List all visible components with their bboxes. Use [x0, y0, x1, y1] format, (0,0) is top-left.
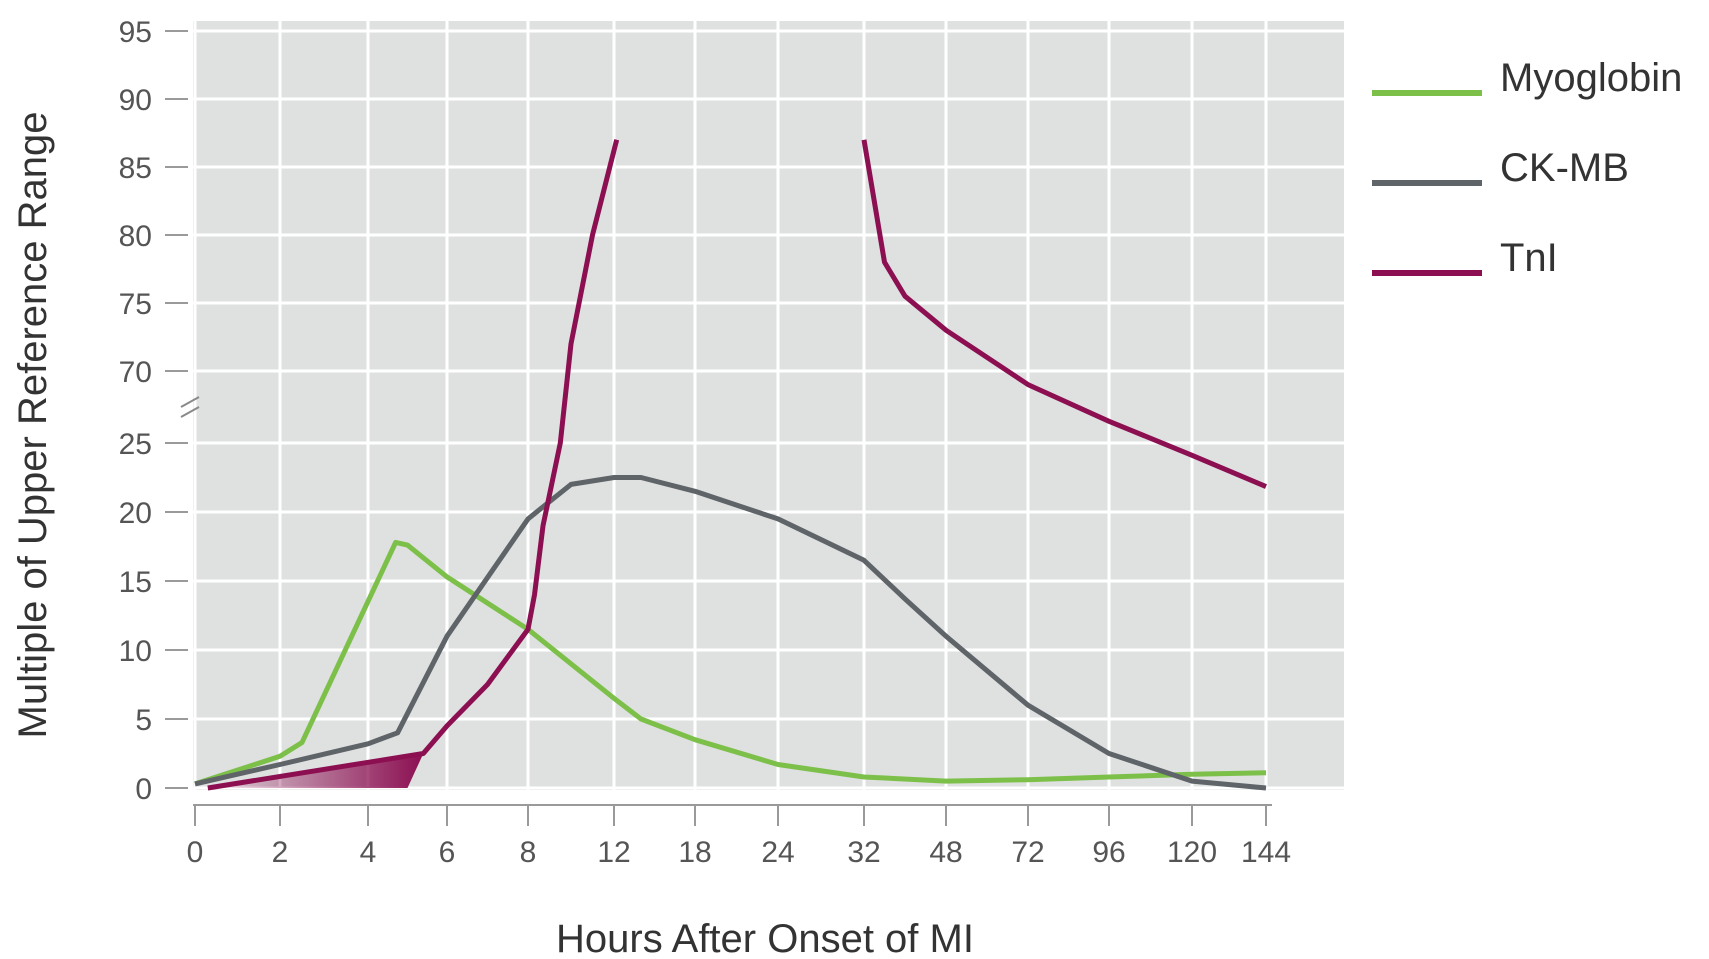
y-tick-label: 25 [119, 428, 152, 461]
x-tick-label: 32 [847, 836, 880, 869]
grid [193, 21, 1344, 790]
x-axis-title: Hours After Onset of MI [556, 917, 974, 959]
y-tick-label: 70 [119, 356, 152, 389]
x-tick-label: 24 [761, 836, 794, 869]
x-tick-label: 6 [439, 836, 456, 869]
x-tick-label: 96 [1092, 836, 1125, 869]
x-tick-label: 8 [520, 836, 537, 869]
y-tick-label: 85 [119, 152, 152, 185]
y-tick-label: 80 [119, 220, 152, 253]
legend-label-tni: TnI [1500, 236, 1558, 280]
y-tick-label: 0 [135, 773, 152, 806]
y-tick-label: 5 [135, 704, 152, 737]
x-tick-label: 0 [187, 836, 204, 869]
y-tick-label: 95 [119, 16, 152, 49]
axis-break-mark [180, 396, 200, 408]
x-tick-label: 48 [929, 836, 962, 869]
x-tick-label: 72 [1011, 836, 1044, 869]
plot-background [193, 21, 1344, 790]
x-tick-label: 12 [597, 836, 630, 869]
y-tick-label: 10 [119, 635, 152, 668]
ck-mb-line [194, 475, 1267, 791]
y-tick-label: 20 [119, 497, 152, 530]
legend-label-ck-mb: CK-MB [1500, 146, 1629, 190]
x-tick-label: 144 [1241, 836, 1291, 869]
tni-line [861, 139, 1267, 489]
x-tick-label: 4 [360, 836, 377, 869]
x-tick-label: 2 [272, 836, 289, 869]
x-axis: 0 2 4 6 8 12 18 24 32 48 72 96 120 144 [187, 804, 1291, 869]
x-tick-label: 18 [678, 836, 711, 869]
tni-line [207, 139, 620, 791]
legend: Myoglobin CK-MB TnI [1372, 56, 1682, 280]
y-tick-label: 15 [119, 566, 152, 599]
legend-label-myoglobin: Myoglobin [1500, 56, 1682, 100]
series-layer [194, 139, 1267, 791]
y-tick-label: 90 [119, 84, 152, 117]
y-axis: 0 5 10 15 20 25 70 75 80 85 90 95 [119, 16, 200, 806]
myoglobin-line [194, 539, 1267, 787]
axis-break-mark [180, 406, 200, 418]
y-tick-label: 75 [119, 288, 152, 321]
y-axis-title: Multiple of Upper Reference Range [11, 111, 55, 738]
x-tick-label: 120 [1167, 836, 1217, 869]
